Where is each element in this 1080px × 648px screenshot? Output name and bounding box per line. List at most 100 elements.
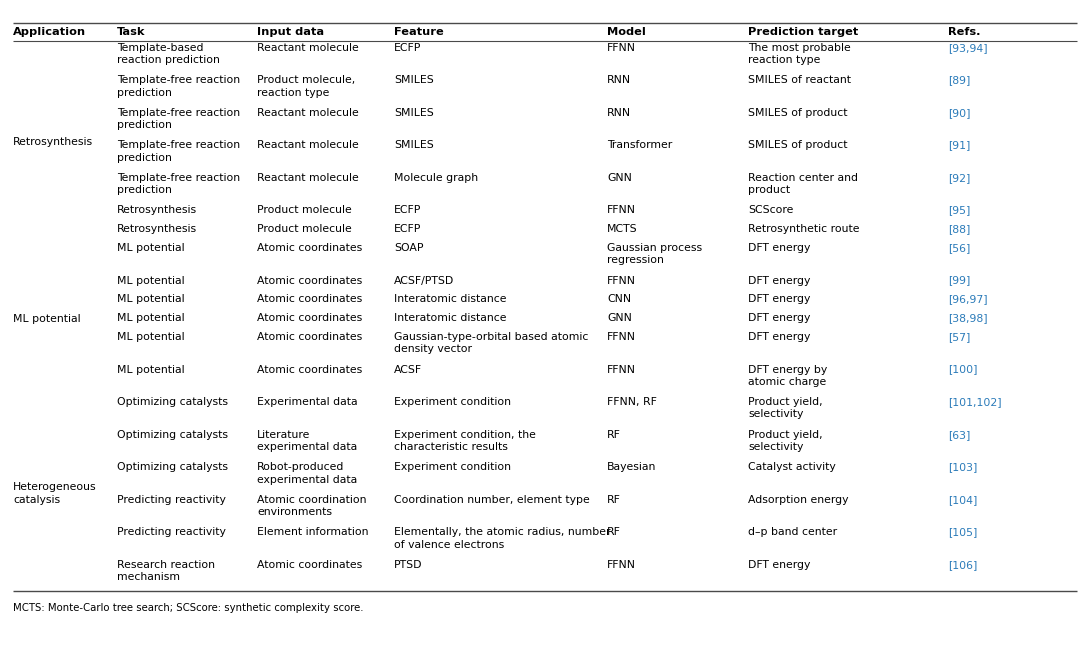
Text: Experiment condition: Experiment condition [394, 397, 511, 407]
Text: DFT energy: DFT energy [748, 560, 811, 570]
Text: Reaction center and
product: Reaction center and product [748, 173, 859, 195]
Text: [104]: [104] [948, 494, 977, 505]
Text: Product molecule: Product molecule [257, 205, 352, 215]
Text: DFT energy: DFT energy [748, 243, 811, 253]
Text: ML potential: ML potential [117, 243, 185, 253]
Text: [88]: [88] [948, 224, 971, 234]
Text: Molecule graph: Molecule graph [394, 173, 478, 183]
Text: Gaussian process
regression: Gaussian process regression [607, 243, 702, 266]
Text: DFT energy: DFT energy [748, 294, 811, 305]
Text: Elementally, the atomic radius, number
of valence electrons: Elementally, the atomic radius, number o… [394, 527, 610, 550]
Text: Template-free reaction
prediction: Template-free reaction prediction [117, 141, 240, 163]
Text: Template-free reaction
prediction: Template-free reaction prediction [117, 108, 240, 130]
Text: SMILES of reactant: SMILES of reactant [748, 75, 851, 86]
Text: Reactant molecule: Reactant molecule [257, 141, 359, 150]
Text: ECFP: ECFP [394, 43, 421, 52]
Text: Retrosynthesis: Retrosynthesis [13, 137, 93, 146]
Text: Atomic coordination
environments: Atomic coordination environments [257, 494, 366, 517]
Text: [89]: [89] [948, 75, 971, 86]
Text: RNN: RNN [607, 75, 631, 86]
Text: Interatomic distance: Interatomic distance [394, 294, 507, 305]
Text: Product yield,
selectivity: Product yield, selectivity [748, 397, 823, 419]
Text: ACSF/PTSD: ACSF/PTSD [394, 275, 455, 286]
Text: FFNN, RF: FFNN, RF [607, 397, 657, 407]
Text: [100]: [100] [948, 365, 977, 375]
Text: FFNN: FFNN [607, 560, 636, 570]
Text: Template-free reaction
prediction: Template-free reaction prediction [117, 173, 240, 195]
Text: Reactant molecule: Reactant molecule [257, 173, 359, 183]
Text: Atomic coordinates: Atomic coordinates [257, 365, 362, 375]
Text: Optimizing catalysts: Optimizing catalysts [117, 430, 228, 439]
Text: [38,98]: [38,98] [948, 313, 988, 323]
Text: ACSF: ACSF [394, 365, 422, 375]
Text: Reactant molecule: Reactant molecule [257, 43, 359, 52]
Text: Model: Model [607, 27, 646, 37]
Text: FFNN: FFNN [607, 43, 636, 52]
Text: Template-free reaction
prediction: Template-free reaction prediction [117, 75, 240, 98]
Text: ML potential: ML potential [117, 294, 185, 305]
Text: ECFP: ECFP [394, 205, 421, 215]
Text: SMILES of product: SMILES of product [748, 108, 848, 118]
Text: DFT energy: DFT energy [748, 332, 811, 342]
Text: Template-based
reaction prediction: Template-based reaction prediction [117, 43, 219, 65]
Text: [90]: [90] [948, 108, 971, 118]
Text: [99]: [99] [948, 275, 971, 286]
Text: Product yield,
selectivity: Product yield, selectivity [748, 430, 823, 452]
Text: Reactant molecule: Reactant molecule [257, 108, 359, 118]
Text: Optimizing catalysts: Optimizing catalysts [117, 462, 228, 472]
Text: Prediction target: Prediction target [748, 27, 859, 37]
Text: DFT energy: DFT energy [748, 275, 811, 286]
Text: SMILES: SMILES [394, 108, 434, 118]
Text: Atomic coordinates: Atomic coordinates [257, 275, 362, 286]
Text: Coordination number, element type: Coordination number, element type [394, 494, 590, 505]
Text: Transformer: Transformer [607, 141, 672, 150]
Text: DFT energy by
atomic charge: DFT energy by atomic charge [748, 365, 827, 387]
Text: ML potential: ML potential [13, 314, 81, 324]
Text: FFNN: FFNN [607, 205, 636, 215]
Text: SOAP: SOAP [394, 243, 423, 253]
Text: Atomic coordinates: Atomic coordinates [257, 294, 362, 305]
Text: CNN: CNN [607, 294, 631, 305]
Text: [101,102]: [101,102] [948, 397, 1002, 407]
Text: [92]: [92] [948, 173, 971, 183]
Text: FFNN: FFNN [607, 365, 636, 375]
Text: ML potential: ML potential [117, 332, 185, 342]
Text: Literature
experimental data: Literature experimental data [257, 430, 357, 452]
Text: Retrosynthetic route: Retrosynthetic route [748, 224, 860, 234]
Text: ML potential: ML potential [117, 275, 185, 286]
Text: Element information: Element information [257, 527, 368, 537]
Text: [96,97]: [96,97] [948, 294, 988, 305]
Text: Predicting reactivity: Predicting reactivity [117, 494, 226, 505]
Text: ECFP: ECFP [394, 224, 421, 234]
Text: Robot-produced
experimental data: Robot-produced experimental data [257, 462, 357, 485]
Text: RF: RF [607, 494, 621, 505]
Text: [103]: [103] [948, 462, 977, 472]
Text: Experimental data: Experimental data [257, 397, 357, 407]
Text: Atomic coordinates: Atomic coordinates [257, 332, 362, 342]
Text: SMILES: SMILES [394, 75, 434, 86]
Text: Research reaction
mechanism: Research reaction mechanism [117, 560, 215, 582]
Text: FFNN: FFNN [607, 275, 636, 286]
Text: Gaussian-type-orbital based atomic
density vector: Gaussian-type-orbital based atomic densi… [394, 332, 589, 354]
Text: Product molecule,
reaction type: Product molecule, reaction type [257, 75, 355, 98]
Text: Atomic coordinates: Atomic coordinates [257, 243, 362, 253]
Text: Predicting reactivity: Predicting reactivity [117, 527, 226, 537]
Text: FFNN: FFNN [607, 332, 636, 342]
Text: [106]: [106] [948, 560, 977, 570]
Text: RF: RF [607, 527, 621, 537]
Text: Retrosynthesis: Retrosynthesis [117, 224, 197, 234]
Text: GNN: GNN [607, 313, 632, 323]
Text: Experiment condition: Experiment condition [394, 462, 511, 472]
Text: ML potential: ML potential [117, 313, 185, 323]
Text: Feature: Feature [394, 27, 444, 37]
Text: Product molecule: Product molecule [257, 224, 352, 234]
Text: Atomic coordinates: Atomic coordinates [257, 313, 362, 323]
Text: Retrosynthesis: Retrosynthesis [117, 205, 197, 215]
Text: Interatomic distance: Interatomic distance [394, 313, 507, 323]
Text: d–p band center: d–p band center [748, 527, 838, 537]
Text: Task: Task [117, 27, 145, 37]
Text: Atomic coordinates: Atomic coordinates [257, 560, 362, 570]
Text: Heterogeneous
catalysis: Heterogeneous catalysis [13, 482, 96, 505]
Text: SMILES of product: SMILES of product [748, 141, 848, 150]
Text: [63]: [63] [948, 430, 971, 439]
